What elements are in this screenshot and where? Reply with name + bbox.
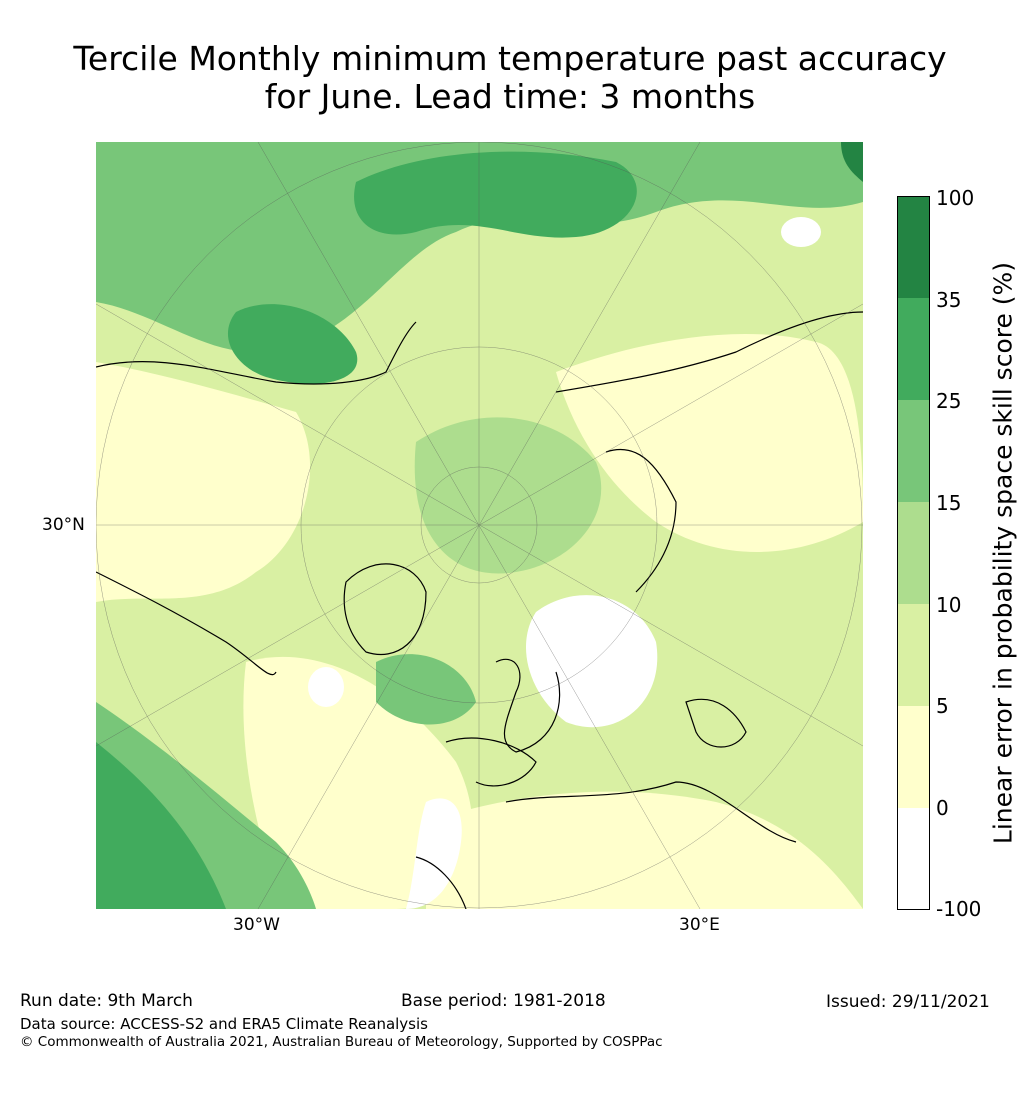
colorbar-bin-15-25 [897,400,930,502]
title-line-1: Tercile Monthly minimum temperature past… [73,39,947,78]
title-line-2: for June. Lead time: 3 months [264,77,756,116]
data-source: Data source: ACCESS-S2 and ERA5 Climate … [20,1015,428,1033]
colorbar-tick-15: 15 [936,491,962,515]
run-date: Run date: 9th March [20,991,193,1011]
chart-title: Tercile Monthly minimum temperature past… [0,40,1020,116]
colorbar-bin-35-100 [897,196,930,298]
colorbar-label: Linear error in probability space skill … [988,261,1018,845]
graticule [96,142,863,909]
skill-region-atlantic-white [308,667,344,707]
polar-skill-map [96,142,863,909]
issued-date: Issued: 29/11/2021 [826,992,990,1012]
lon-label-30e: 30°E [679,915,720,935]
colorbar-bin-10-15 [897,502,930,604]
skill-region-canada [96,362,311,602]
colorbar-tick-25: 25 [936,389,962,413]
colorbar-bin-25-35 [897,298,930,400]
colorbar-tick-100: 100 [936,186,975,210]
skill-region-top-right [841,142,863,182]
skill-region-pacific-high [354,151,637,238]
colorbar [897,196,930,910]
colorbar-tick-35: 35 [936,288,962,312]
lat-label-30n: 30°N [42,515,85,535]
skill-region-north-pacific [96,142,863,353]
base-period: Base period: 1981-2018 [401,991,606,1011]
colorbar-bin-5-10 [897,604,930,706]
skill-region-arctic [414,417,602,574]
coastlines [96,311,863,909]
colorbar-tick-10: 10 [936,593,962,617]
copyright: © Commonwealth of Australia 2021, Austra… [20,1034,663,1050]
skill-region-pacific-high-2 [227,304,358,384]
colorbar-tick-0: 0 [936,796,949,820]
colorbar-tick-minus100: -100 [936,897,982,921]
skill-region-asia-white [781,217,821,247]
lon-label-30w: 30°W [233,915,280,935]
skill-region-europe-white [526,595,658,728]
colorbar-bin-0-5 [897,706,930,808]
colorbar-border [897,196,930,910]
colorbar-tick-5: 5 [936,694,949,718]
colorbar-bin--100-0 [897,808,930,910]
skill-region-eurasia [556,333,863,552]
skill-region-sahara-white [406,798,462,909]
skill-region-greenland-sea [376,654,476,725]
skill-region-south-pacific-high [96,742,226,909]
